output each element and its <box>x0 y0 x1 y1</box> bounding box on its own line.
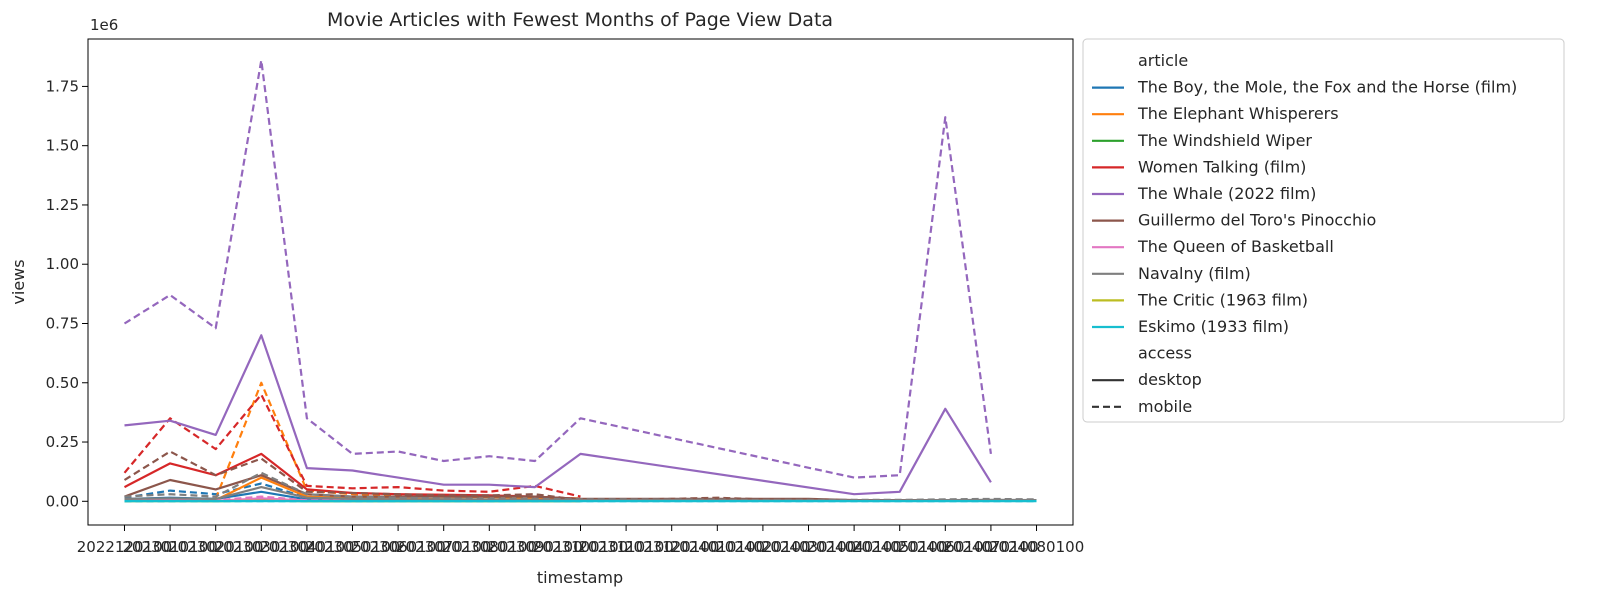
y-offset-label: 1e6 <box>90 16 118 34</box>
y-tick-label: 1.50 <box>46 137 79 155</box>
plot-frame <box>87 38 1074 526</box>
y-tick-label: 1.75 <box>46 77 79 95</box>
legend-entry: Women Talking (film) <box>1138 157 1306 176</box>
chart-title: Movie Articles with Fewest Months of Pag… <box>327 9 833 31</box>
x-tick-label: 2023090100 <box>487 538 582 556</box>
legend-title-access: access <box>1138 344 1192 363</box>
x-tick-label: 2023080100 <box>442 538 537 556</box>
series-line-4-desktop <box>124 334 992 496</box>
legend-entry: The Windshield Wiper <box>1137 131 1312 150</box>
legend-entry: Guillermo del Toro's Pinocchio <box>1138 211 1376 230</box>
x-tick-label: 2023030100 <box>214 538 309 556</box>
legend-box <box>1082 38 1565 423</box>
x-tick-label: 2023070100 <box>396 538 491 556</box>
y-tick-label: 0.25 <box>46 433 79 451</box>
x-tick-label: 2023040100 <box>259 538 354 556</box>
legend-entry: The Critic (1963 film) <box>1137 290 1308 309</box>
x-axis-label: timestamp <box>537 568 623 587</box>
x-tick-label: 2024080100 <box>989 538 1084 556</box>
legend-title-article: article <box>1138 51 1188 70</box>
legend-entry: The Queen of Basketball <box>1137 237 1334 256</box>
y-tick-label: 1.25 <box>46 196 79 214</box>
legend-entry: The Boy, the Mole, the Fox and the Horse… <box>1137 78 1517 97</box>
legend-entry-mobile: mobile <box>1138 397 1192 416</box>
legend-entry: The Elephant Whisperers <box>1137 104 1339 123</box>
x-tick-label: 2024040100 <box>806 538 901 556</box>
legend-entry: Eskimo (1933 film) <box>1138 317 1289 336</box>
legend-entry: The Whale (2022 film) <box>1137 184 1316 203</box>
x-tick-label: 2023120100 <box>624 538 719 556</box>
series-line-4-mobile <box>123 59 992 479</box>
legend-entry: Navalny (film) <box>1138 264 1251 283</box>
series-line-7-mobile <box>124 471 1037 501</box>
y-tick-label: 0.75 <box>46 314 79 332</box>
legend: article The Boy, the Mole, the Fox and th… <box>1082 38 1565 423</box>
x-tick-label: 2023020100 <box>168 538 263 556</box>
x-axis-ticks: 2022120100202301010020230201002023030100… <box>77 525 1084 556</box>
y-tick-label: 1.00 <box>46 255 79 273</box>
x-tick-label: 2024020100 <box>715 538 810 556</box>
y-tick-label: 0.00 <box>46 492 79 510</box>
legend-entry-desktop: desktop <box>1138 370 1202 389</box>
x-tick-label: 2022120100 <box>77 538 172 556</box>
x-tick-label: 2024060100 <box>898 538 993 556</box>
y-axis-label: views <box>9 259 28 304</box>
x-tick-label: 2023110100 <box>578 538 673 556</box>
y-axis-ticks: 0.00 0.25 0.50 0.75 1.00 1.25 1.50 1.75 <box>46 77 88 510</box>
x-tick-label: 2023100100 <box>533 538 628 556</box>
y-tick-label: 0.50 <box>46 374 79 392</box>
x-tick-label: 2024030100 <box>761 538 856 556</box>
x-tick-label: 2023010100 <box>122 538 217 556</box>
x-tick-label: 2023050100 <box>305 538 400 556</box>
series-line-3-mobile <box>123 393 581 498</box>
x-tick-label: 2024050100 <box>852 538 947 556</box>
x-tick-label: 2024010100 <box>670 538 765 556</box>
x-tick-label: 2023060100 <box>350 538 445 556</box>
x-tick-label: 2024070100 <box>943 538 1038 556</box>
series-lines <box>123 59 1037 503</box>
